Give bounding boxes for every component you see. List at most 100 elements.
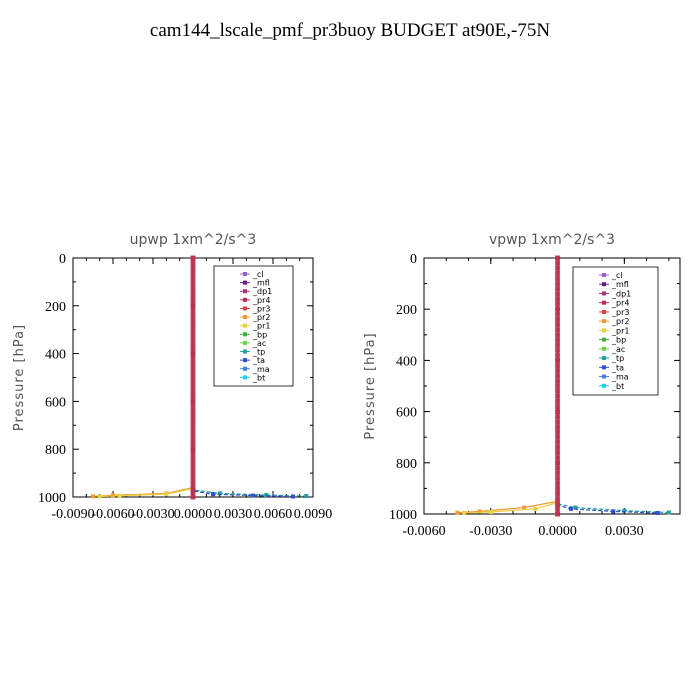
data-point [555,270,561,276]
data-point [190,355,196,361]
data-point [111,493,115,498]
data-point [190,408,196,414]
data-point [555,455,561,461]
data-point [555,322,561,328]
y-tick-label: 800 [396,457,417,472]
y-tick-label: 800 [45,443,66,458]
chart-panel-2: vpwp 1xm^2/s^3 Pressure [hPa] 0 200 400 600 80… [363,232,681,539]
legend-label: _dp1 [611,289,631,298]
data-point [190,284,196,290]
legend-label: _ac [611,345,625,354]
data-point [190,365,196,371]
y-tick-label: 0 [59,252,66,267]
legend-marker [602,365,606,370]
data-point [568,506,573,511]
data-point [190,461,196,467]
data-point [190,370,196,376]
data-point [264,493,269,498]
data-point [555,429,561,435]
data-point [573,505,578,510]
y-tick-label: 1000 [389,508,417,523]
legend-marker [243,306,247,311]
y-tick-label: 0 [410,252,417,267]
legend-marker [243,358,247,363]
legend-label: _tp [252,348,265,357]
legend-label: _pr1 [611,326,629,335]
legend: _cl_mfl_dp1_pr4_pr3_pr2_pr1_bp_ac_tp_ta_… [572,266,659,396]
legend-label: _mfl [611,280,629,289]
data-point [555,434,561,440]
data-point [555,342,561,348]
data-point [190,288,196,294]
data-point [666,510,671,515]
legend-label: _bt [252,373,265,382]
legend-label: _tp [611,354,624,363]
legend-marker [243,366,247,371]
data-point [555,383,561,389]
data-point [190,480,196,486]
data-point [611,509,616,514]
data-point [555,373,561,379]
x-tick-label: 0.0000 [174,507,213,522]
legend-marker [243,280,247,285]
legend-marker [243,323,247,328]
legend-label: _pr1 [252,322,270,331]
data-point [555,409,561,415]
data-point [251,493,255,498]
data-point [190,441,196,447]
y-axis-label: Pressure [hPa] [363,332,378,439]
legend-label: _ma [611,373,629,382]
data-point [190,451,196,457]
data-point [555,419,561,425]
data-point [190,422,196,428]
data-point [190,484,196,490]
data-point [190,360,196,366]
data-point [190,308,196,314]
y-tick-label: 400 [396,354,417,369]
data-point [655,510,660,515]
legend-label: _pr4 [611,299,629,308]
data-point [190,384,196,390]
data-point [190,446,196,452]
legend-label: _bp [611,336,626,345]
legend-marker [243,289,247,294]
legend-label: _pr4 [252,296,270,305]
data-point [190,413,196,419]
data-point [555,424,561,430]
data-point [97,494,102,499]
data-point [555,501,561,507]
x-tick-label: 0.0000 [538,524,577,539]
panel-title: upwp 1xm^2/s^3 [130,232,257,248]
data-point [555,316,561,322]
data-point [477,509,482,514]
data-point [555,357,561,363]
data-point [555,337,561,343]
data-point [190,346,196,352]
legend-label: _cl [611,271,623,280]
legend-label: _ta [252,356,265,365]
data-point [555,306,561,312]
data-point [555,398,561,404]
legend-marker [243,340,247,345]
data-point [190,274,196,280]
x-tick-label: 0.0030 [214,507,253,522]
data-point [555,347,561,353]
legend-marker [602,291,606,296]
data-point [190,336,196,342]
data-point [555,388,561,394]
data-point [190,312,196,318]
data-point [555,439,561,445]
panel-title: vpwp 1xm^2/s^3 [489,232,615,248]
legend-label: _dp1 [252,287,272,296]
data-point [555,363,561,369]
legend-label: _pr2 [252,313,270,322]
data-point [555,301,561,307]
data-point [555,450,561,456]
legend-marker [602,374,606,379]
data-point [190,398,196,404]
legend-label: _pr2 [611,317,629,326]
data-point [117,493,122,498]
data-point [555,327,561,333]
